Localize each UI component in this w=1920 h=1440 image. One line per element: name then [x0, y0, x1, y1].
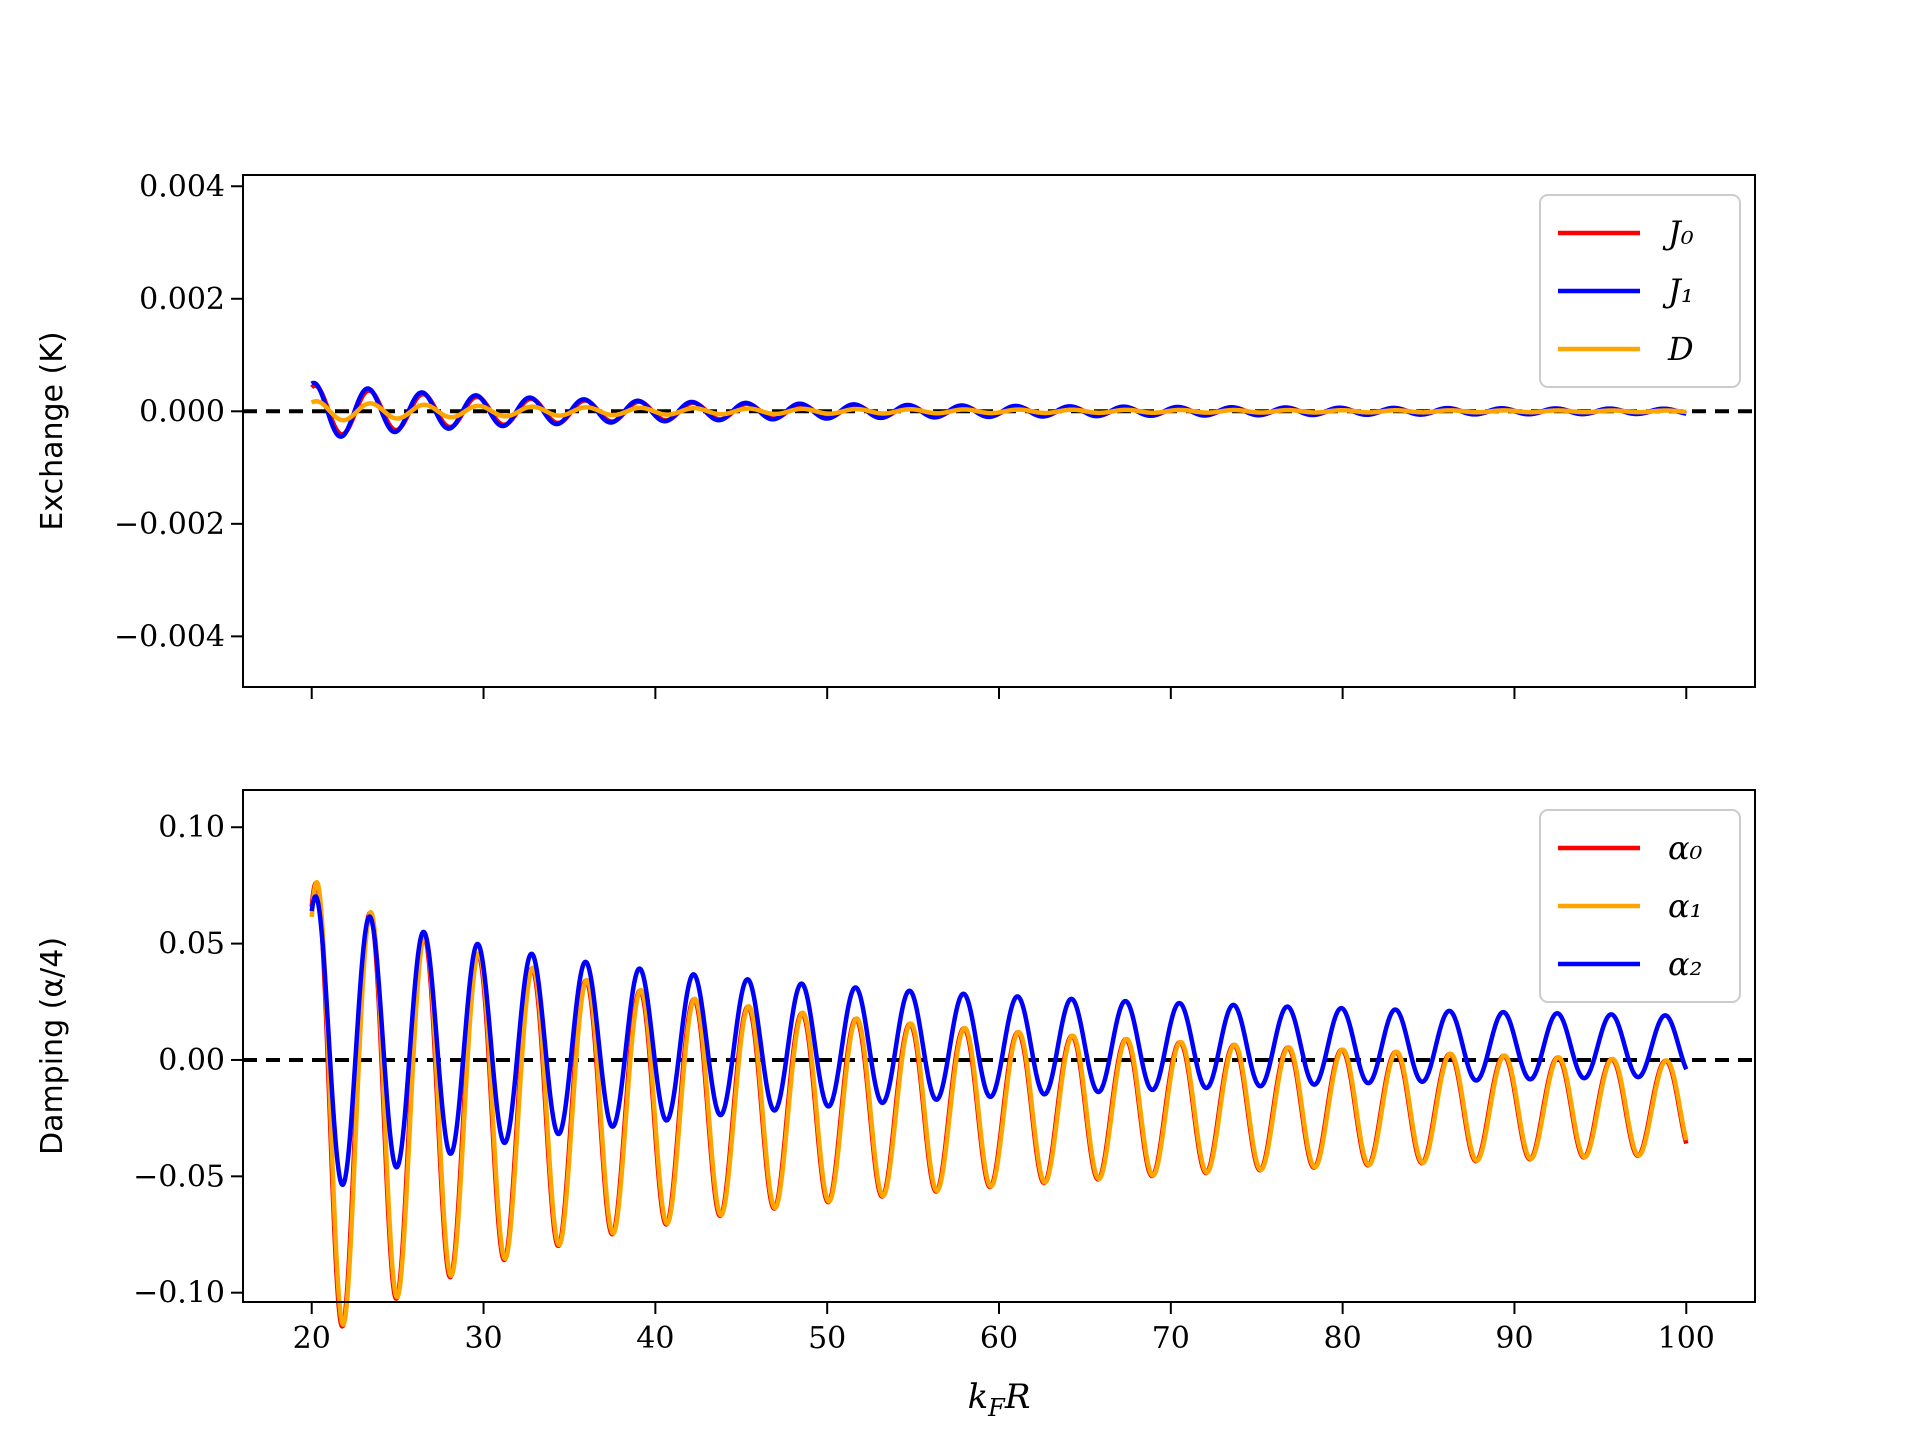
series-line: [310, 399, 1688, 423]
y-tick-label: 0.000: [139, 394, 225, 429]
y-tick-label: 0.05: [158, 927, 225, 962]
y-tick-label: 0.004: [139, 169, 225, 204]
legend-label: α₀: [1668, 829, 1703, 867]
y-tick-label: −0.002: [114, 507, 225, 542]
y-tick-label: 0.002: [139, 282, 225, 317]
plot-frame: [242, 789, 1756, 1303]
y-tick-label: −0.05: [133, 1159, 225, 1194]
y-tick-label: 0.10: [158, 810, 225, 845]
x-tick-label: 100: [1658, 1321, 1715, 1356]
x-tick-label: 80: [1324, 1321, 1362, 1356]
legend-label: J₁: [1662, 272, 1694, 310]
y-axis-title: Damping (α/4): [35, 937, 70, 1155]
x-tick-label: 50: [808, 1321, 846, 1356]
x-tick-label: 70: [1152, 1321, 1190, 1356]
x-tick-label: 90: [1495, 1321, 1533, 1356]
legend-label: D: [1667, 330, 1694, 368]
y-axis-title: Exchange (K): [35, 331, 70, 530]
legend: α₀ α₁ α₂: [1539, 809, 1741, 1003]
x-tick-label: 20: [293, 1321, 331, 1356]
x-tick-label: 60: [980, 1321, 1018, 1356]
legend-label: J₀: [1662, 214, 1694, 252]
x-tick-label: 40: [636, 1321, 674, 1356]
series-line: [309, 894, 1689, 1188]
plot-frame: [242, 174, 1756, 688]
x-tick-label: 30: [464, 1321, 502, 1356]
exchange-panel: −0.004 −0.002 0.000 0.002 0.004 Exchange (K)…: [35, 169, 1756, 699]
legend-label: α₁: [1668, 887, 1702, 925]
damping-panel: 20 30 40 50 60 70 80 90 100 −0.10 −0.05 0.00 0.05 0.1…: [35, 789, 1756, 1422]
y-tick-label: −0.10: [133, 1276, 225, 1311]
legend-label: α₂: [1668, 945, 1702, 983]
legend: J₀ J₁ D: [1539, 194, 1741, 388]
y-tick-label: 0.00: [158, 1043, 225, 1078]
y-tick-label: −0.004: [114, 619, 225, 654]
